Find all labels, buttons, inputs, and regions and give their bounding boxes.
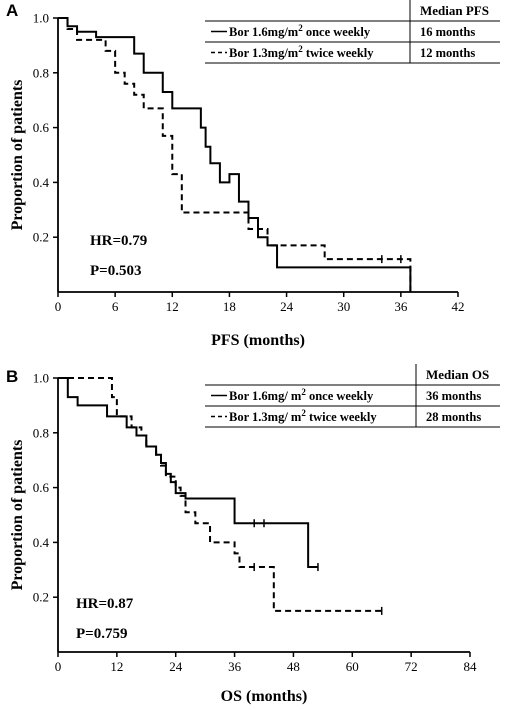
legend-label-main: Bor 1.3mg/m: [229, 46, 299, 60]
legend-label: Bor 1.3mg/m2 twice weekly: [229, 44, 374, 60]
x-axis-label: OS (months): [221, 688, 308, 705]
y-tick-label: 0.8: [33, 65, 49, 80]
x-tick-label: 42: [452, 299, 465, 314]
x-tick-label: 0: [55, 659, 62, 674]
solid-survival-line: [58, 377, 318, 569]
x-tick-label: 48: [287, 659, 300, 674]
panel-b-chart: B 0 12 24 36 48 60 72 84 0.2 0.4 0.6 0.8 1.0 OS (month…: [6, 364, 500, 705]
x-tick-label: 84: [464, 659, 478, 674]
legend-label-main: Bor 1.3mg/ m: [229, 410, 302, 424]
y-tick-label: 0.4: [33, 535, 50, 550]
hr-annotation: HR=0.79: [90, 233, 147, 249]
dashed-survival-line: [58, 377, 382, 612]
legend-label-suffix: once weekly: [306, 389, 374, 403]
x-tick-label: 30: [337, 299, 350, 314]
legend-label-superscript: 2: [301, 387, 306, 397]
legend-label-suffix: twice weekly: [306, 410, 378, 424]
legend-label-superscript: 2: [298, 44, 303, 54]
y-tick-label: 1.0: [33, 11, 49, 26]
legend-label: Bor 1.6mg/ m2 once weekly: [229, 387, 374, 403]
x-tick-label: 12: [166, 299, 179, 314]
legend-median-value: 16 months: [420, 25, 475, 39]
legend-label-suffix: once weekly: [303, 25, 371, 39]
y-tick-label: 0.6: [33, 120, 50, 135]
x-tick-label: 36: [228, 659, 242, 674]
x-tick-label: 12: [110, 659, 123, 674]
dashed-survival-line: [58, 17, 412, 292]
y-axis-label: Proportion of patients: [9, 80, 26, 231]
legend-label-main: Bor 1.6mg/ m: [229, 389, 302, 403]
y-tick-label: 0.8: [33, 425, 49, 440]
hr-annotation: HR=0.87: [76, 596, 134, 612]
y-axis-label: Proportion of patients: [9, 440, 26, 591]
solid-survival-line: [58, 17, 412, 292]
p-value-annotation: P=0.759: [76, 626, 127, 642]
legend-label: Bor 1.3mg/ m2 twice weekly: [229, 408, 377, 424]
y-tick-label: 0.6: [33, 480, 50, 495]
legend-median-value: 12 months: [420, 46, 475, 60]
legend-median-value: 36 months: [426, 389, 481, 403]
panel-a-chart: A 0 6 12 18 24 30 36 42 0.2 0.4 0.6 0.8 1.0 PFS (month…: [6, 0, 500, 349]
y-tick-label: 0.4: [33, 175, 50, 190]
panel-label: A: [6, 1, 18, 20]
y-tick-label: 0.2: [33, 590, 49, 605]
x-tick-label: 24: [169, 659, 183, 674]
legend-header: Median OS: [426, 367, 489, 382]
x-tick-label: 24: [280, 299, 294, 314]
legend-label-suffix: twice weekly: [303, 46, 375, 60]
x-axis-label: PFS (months): [211, 332, 305, 349]
y-tick-label: 1.0: [33, 371, 49, 386]
legend-header: Median PFS: [420, 3, 489, 18]
x-tick-label: 36: [394, 299, 408, 314]
x-tick-label: 72: [405, 659, 418, 674]
panel-label: B: [6, 367, 18, 386]
x-tick-label: 0: [55, 299, 62, 314]
y-tick-label: 0.2: [33, 230, 49, 245]
legend-label-superscript: 2: [298, 23, 303, 33]
legend-median-value: 28 months: [426, 410, 481, 424]
legend-label-superscript: 2: [301, 408, 306, 418]
p-value-annotation: P=0.503: [90, 263, 141, 279]
x-tick-label: 60: [346, 659, 359, 674]
x-tick-label: 18: [223, 299, 236, 314]
legend-label-main: Bor 1.6mg/m: [229, 25, 299, 39]
x-tick-label: 6: [112, 299, 119, 314]
legend-label: Bor 1.6mg/m2 once weekly: [229, 23, 371, 39]
